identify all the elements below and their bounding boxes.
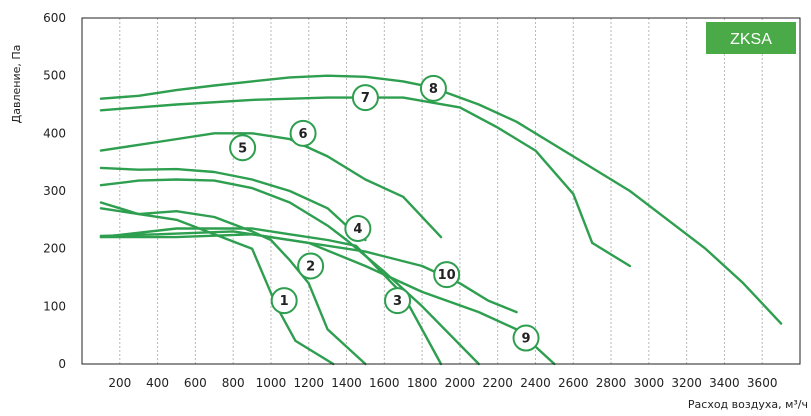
y-tick-labels: 0 100 200 300 400 500 600 — [43, 11, 66, 371]
curve-1 — [99, 207, 335, 366]
curve-8 — [99, 74, 783, 325]
y-tick-label: 300 — [43, 184, 66, 198]
x-tick-label: 3400 — [709, 376, 740, 390]
curve-label-4: 4 — [353, 222, 362, 237]
x-axis-label: Расход воздуха, м³/ч — [688, 398, 808, 411]
y-tick-label: 0 — [58, 357, 66, 371]
curve-marker-10 — [433, 261, 461, 289]
y-tick-label: 400 — [43, 126, 66, 140]
curve-label-5: 5 — [238, 141, 247, 156]
curve-marker-4 — [344, 214, 372, 242]
curve-label-1: 1 — [280, 294, 289, 309]
curve-label-6: 6 — [299, 127, 308, 142]
x-tick-label: 1200 — [293, 376, 324, 390]
curve-marker-1 — [270, 287, 298, 315]
x-tick-label: 3600 — [747, 376, 778, 390]
curve-label-9: 9 — [522, 332, 531, 347]
curve-6 — [99, 166, 367, 242]
y-tick-label: 600 — [43, 11, 66, 25]
curve-label-2: 2 — [306, 259, 315, 274]
x-tick-label: 3000 — [634, 376, 665, 390]
x-tick-label: 600 — [184, 376, 207, 390]
x-tick-label: 1400 — [331, 376, 362, 390]
x-tick-label: 800 — [222, 376, 245, 390]
x-tick-labels: 200 400 600 800 1000 1200 1400 1600 1800 2000 2200… — [108, 376, 777, 390]
x-tick-label: 2000 — [445, 376, 476, 390]
x-tick-label: 3200 — [671, 376, 702, 390]
curve-marker-6 — [289, 119, 317, 147]
curve-label-10: 10 — [438, 268, 456, 283]
curve-marker-9 — [512, 324, 540, 352]
curve-marker-3 — [384, 287, 412, 315]
y-axis-label: Давление, Па — [10, 45, 23, 124]
curve-9 — [99, 233, 556, 366]
curve-5 — [99, 132, 443, 239]
model-badge — [706, 22, 796, 54]
curve-7 — [99, 96, 632, 268]
curve-marker-5 — [229, 134, 257, 162]
x-tick-label: 2600 — [558, 376, 589, 390]
curve-marker-2 — [297, 252, 325, 280]
curve-marker-8 — [419, 74, 447, 102]
curve-markers: 1 2 3 4 5 6 7 8 9 10 — [229, 74, 540, 352]
x-tick-label: 400 — [146, 376, 169, 390]
curve-4 — [99, 178, 480, 366]
y-tick-label: 500 — [43, 69, 66, 83]
curve-marker-7 — [351, 84, 379, 112]
y-tick-label: 200 — [43, 242, 66, 256]
x-tick-label: 2400 — [520, 376, 551, 390]
y-tick-label: 100 — [43, 299, 66, 313]
model-badge-label: ZKSA — [730, 31, 772, 48]
curves — [99, 74, 783, 366]
x-tick-label: 2800 — [596, 376, 627, 390]
x-tick-label: 1000 — [256, 376, 287, 390]
curve-label-3: 3 — [393, 294, 402, 309]
grid — [119, 18, 763, 364]
curve-3 — [99, 227, 443, 366]
curve-10 — [99, 230, 518, 314]
curve-label-8: 8 — [429, 82, 438, 97]
x-tick-label: 1600 — [369, 376, 400, 390]
x-tick-label: 1800 — [407, 376, 438, 390]
plot-frame — [81, 17, 801, 365]
x-tick-label: 200 — [108, 376, 131, 390]
curve-label-7: 7 — [361, 91, 370, 106]
x-tick-label: 2200 — [482, 376, 513, 390]
